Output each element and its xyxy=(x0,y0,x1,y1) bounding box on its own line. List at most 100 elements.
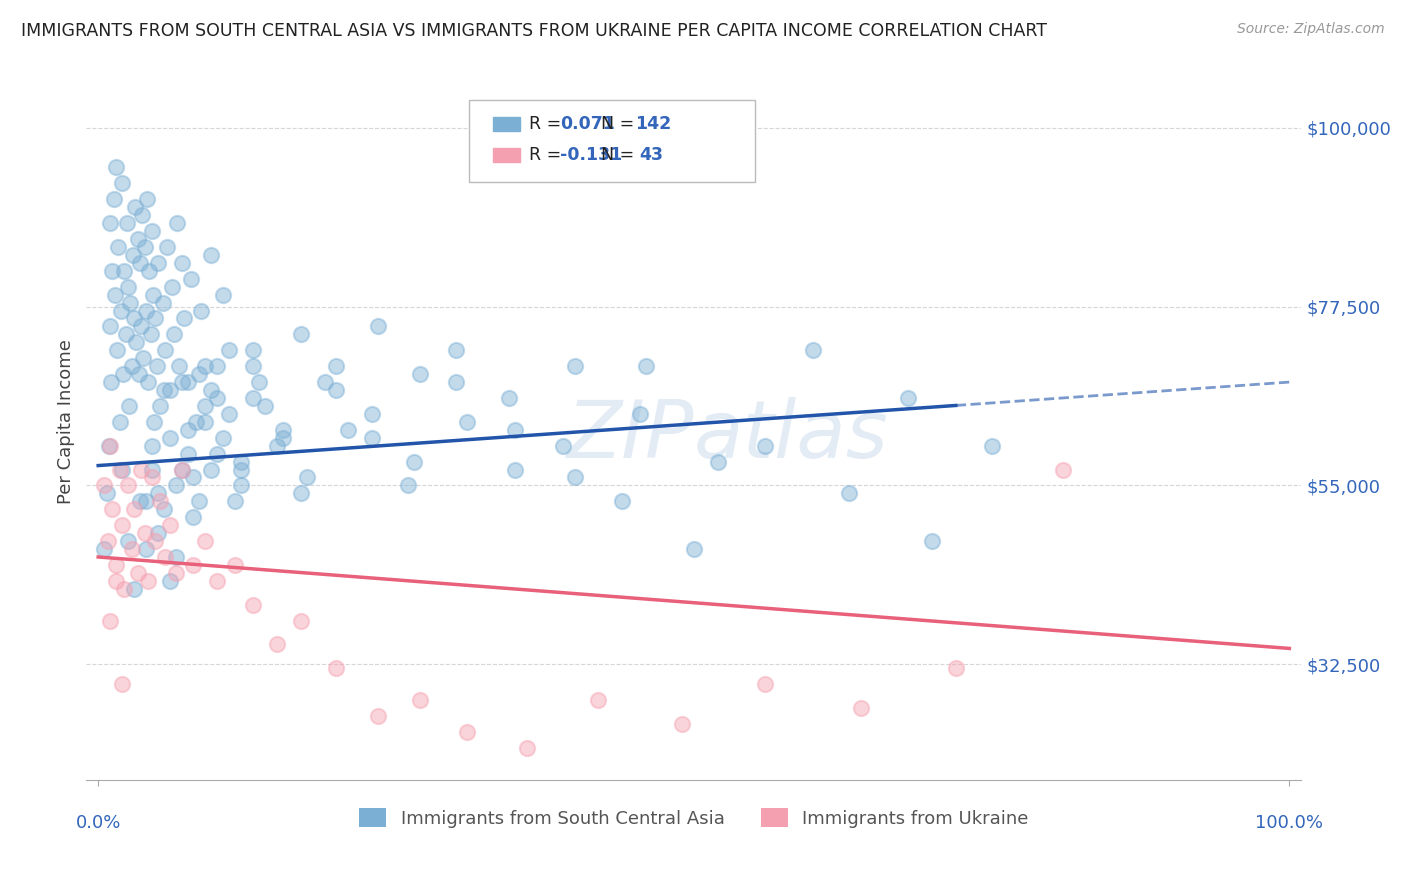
Point xyxy=(124,200,146,214)
Point xyxy=(160,279,183,293)
Point xyxy=(128,367,150,381)
Point xyxy=(200,462,222,476)
Point xyxy=(101,264,124,278)
Point xyxy=(131,208,153,222)
Point xyxy=(754,677,776,691)
Point xyxy=(402,454,425,468)
Point xyxy=(129,462,152,476)
Point xyxy=(98,614,121,628)
Point xyxy=(706,454,728,468)
Point xyxy=(146,256,169,270)
Point xyxy=(290,614,312,628)
Point xyxy=(146,526,169,541)
Point xyxy=(218,343,240,358)
Point xyxy=(163,327,186,342)
Point xyxy=(141,462,163,476)
Point xyxy=(361,431,384,445)
Point xyxy=(180,271,202,285)
Point xyxy=(1052,462,1074,476)
Y-axis label: Per Capita Income: Per Capita Income xyxy=(58,339,75,504)
Point xyxy=(122,502,145,516)
Point xyxy=(194,534,217,549)
Text: -0.131: -0.131 xyxy=(560,146,623,164)
Point xyxy=(176,375,198,389)
Point xyxy=(105,161,128,175)
Point xyxy=(224,494,246,508)
Point xyxy=(112,367,135,381)
Text: N =: N = xyxy=(602,146,634,164)
Point xyxy=(122,311,145,326)
Point xyxy=(159,518,181,533)
Point xyxy=(231,454,253,468)
Point xyxy=(498,391,520,405)
Point xyxy=(188,367,211,381)
Text: 43: 43 xyxy=(640,146,664,164)
Point xyxy=(444,375,467,389)
Point xyxy=(170,462,193,476)
Point xyxy=(212,431,235,445)
Point xyxy=(121,359,143,374)
Point xyxy=(564,470,586,484)
Point xyxy=(101,502,124,516)
Point xyxy=(612,494,634,508)
Point xyxy=(117,279,139,293)
Point xyxy=(98,439,121,453)
Point xyxy=(200,248,222,262)
Point xyxy=(149,399,172,413)
Point xyxy=(409,693,432,707)
Point xyxy=(636,359,658,374)
Point xyxy=(207,447,229,461)
FancyBboxPatch shape xyxy=(494,148,520,162)
Point xyxy=(242,391,264,405)
Point xyxy=(120,295,142,310)
Point xyxy=(224,558,246,572)
Point xyxy=(111,177,134,191)
Point xyxy=(136,574,159,588)
Point xyxy=(231,478,253,492)
Point xyxy=(111,677,134,691)
Point xyxy=(165,478,187,492)
Text: 142: 142 xyxy=(636,115,672,133)
FancyBboxPatch shape xyxy=(494,117,520,131)
Point xyxy=(290,486,312,500)
Point xyxy=(266,637,288,651)
Point xyxy=(118,399,141,413)
Point xyxy=(93,542,115,557)
Point xyxy=(153,549,176,564)
Point xyxy=(271,431,294,445)
Point xyxy=(295,470,318,484)
Point xyxy=(170,462,193,476)
Point xyxy=(361,407,384,421)
Point xyxy=(145,311,167,326)
Point xyxy=(170,375,193,389)
Point xyxy=(152,295,174,310)
Point xyxy=(159,431,181,445)
Point xyxy=(117,478,139,492)
Point xyxy=(98,319,121,334)
Point xyxy=(325,661,347,675)
Point xyxy=(325,359,347,374)
Point xyxy=(503,423,526,437)
Point xyxy=(121,542,143,557)
Point xyxy=(290,327,312,342)
Text: Source: ZipAtlas.com: Source: ZipAtlas.com xyxy=(1237,22,1385,37)
Point xyxy=(396,478,419,492)
Point xyxy=(231,462,253,476)
Text: 0.071: 0.071 xyxy=(560,115,614,133)
Point xyxy=(135,494,157,508)
Text: N =: N = xyxy=(602,115,634,133)
Point xyxy=(367,319,389,334)
Point xyxy=(409,367,432,381)
Point xyxy=(165,549,187,564)
Point xyxy=(105,574,128,588)
Point xyxy=(152,383,174,397)
Point xyxy=(139,327,162,342)
Point xyxy=(183,510,205,524)
Text: ZIP: ZIP xyxy=(567,397,693,475)
Point xyxy=(247,375,270,389)
Point xyxy=(104,287,127,301)
Point xyxy=(141,470,163,484)
Point xyxy=(588,693,610,707)
Point xyxy=(108,462,131,476)
Point xyxy=(145,534,167,549)
